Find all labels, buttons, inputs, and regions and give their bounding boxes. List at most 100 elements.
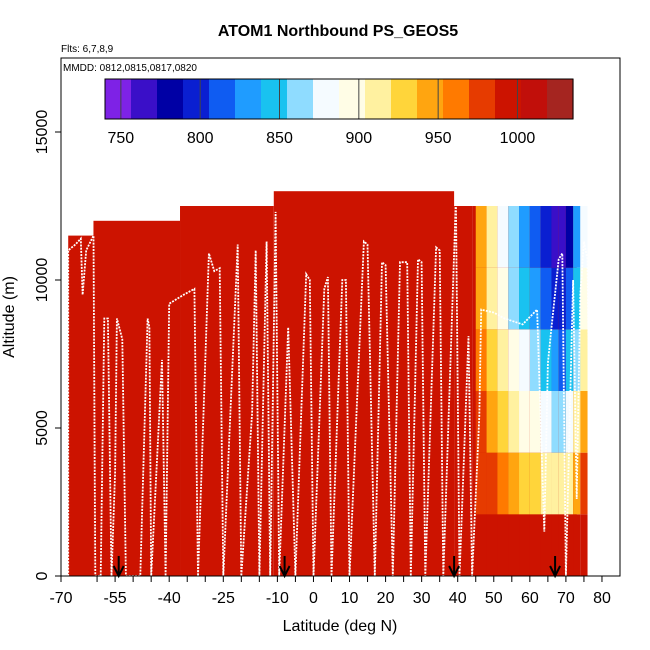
pressure-cell	[573, 391, 581, 453]
colorbar-swatch	[209, 79, 236, 119]
pressure-cell	[486, 391, 498, 453]
pressure-cell	[497, 329, 509, 391]
colorbar-swatch	[261, 79, 288, 119]
colorbar-tick-label: 800	[187, 130, 214, 147]
pressure-cell	[497, 514, 509, 576]
colorbar-tick-label: 950	[425, 130, 452, 147]
pressure-cell	[540, 267, 552, 330]
y-tick-label: 0	[34, 571, 51, 580]
pressure-cell	[565, 452, 574, 515]
pressure-cell	[558, 329, 566, 391]
colorbar-swatch	[183, 79, 210, 119]
pressure-cell	[580, 514, 588, 576]
x-tick-label: 70	[557, 590, 575, 607]
pressure-cell	[580, 329, 588, 391]
pressure-cell	[573, 329, 581, 391]
pressure-cell	[508, 267, 520, 330]
plot-frame	[60, 57, 621, 577]
pressure-cell	[497, 391, 509, 453]
x-tick-label: -40	[158, 590, 181, 607]
pressure-cell	[486, 329, 498, 391]
colorbar-swatch	[521, 79, 548, 119]
colorbar-tick-label: 850	[266, 130, 293, 147]
pressure-cell	[580, 391, 588, 453]
colorbar-frame	[104, 78, 574, 120]
x-tick-label: 50	[485, 590, 503, 607]
pressure-cell	[551, 206, 559, 268]
x-axis-label: Latitude (deg N)	[283, 618, 398, 635]
pressure-cell	[565, 206, 574, 268]
y-tick-label: 5000	[34, 410, 51, 446]
pressure-curtain	[68, 191, 588, 576]
pressure-cell	[558, 206, 566, 268]
pressure-cell	[529, 391, 541, 453]
pressure-cell	[519, 206, 530, 268]
pressure-cell	[558, 514, 566, 576]
flight-track-line	[67, 200, 592, 576]
pressure-cell	[529, 452, 541, 515]
pressure-cell	[529, 514, 541, 576]
pressure-cell	[551, 452, 559, 515]
x-tick-label: -70	[49, 590, 72, 607]
colorbar-swatch	[313, 79, 340, 119]
colorbar-swatch	[391, 79, 418, 119]
pressure-cell	[508, 452, 520, 515]
pressure-cell	[565, 391, 574, 453]
pressure-cell	[475, 206, 487, 268]
dates-subtitle: MMDD: 0812,0815,0817,0820	[63, 63, 197, 74]
pressure-cell	[573, 206, 581, 268]
pressure-cell	[529, 206, 541, 268]
pressure-cell	[565, 514, 574, 576]
colorbar-swatch	[235, 79, 262, 119]
colorbar-swatch	[547, 79, 574, 119]
colorbar-swatch	[339, 79, 366, 119]
pressure-cell	[475, 452, 487, 515]
pressure-cell	[486, 206, 498, 268]
colorbar-swatch	[365, 79, 392, 119]
pressure-cell	[475, 267, 487, 330]
pressure-cell	[580, 267, 588, 330]
curtain-block	[68, 235, 94, 576]
colorbar-swatch	[105, 79, 132, 119]
pressure-cell	[573, 267, 581, 330]
colorbar-tick-label: 1000	[500, 130, 536, 147]
y-axis: 0 5000 10000 15000	[34, 110, 61, 580]
x-tick-label: 40	[449, 590, 467, 607]
pressure-cell	[558, 391, 566, 453]
colorbar: 750 800 850 900 950 1000	[104, 78, 574, 147]
y-tick-label: 15000	[34, 110, 51, 155]
flights-subtitle: Flts: 6,7,8,9	[61, 44, 114, 55]
pressure-cell	[565, 329, 574, 391]
colorbar-tick-label: 750	[108, 130, 135, 147]
pressure-cell	[475, 391, 487, 453]
pressure-cell	[573, 514, 581, 576]
pressure-cell	[540, 206, 552, 268]
pressure-cell	[486, 452, 498, 515]
pressure-cell	[580, 452, 588, 515]
chart-title: ATOM1 Northbound PS_GEOS5	[218, 23, 458, 40]
x-tick-label: 30	[413, 590, 431, 607]
pressure-cell	[486, 514, 498, 576]
pressure-cell	[519, 329, 530, 391]
x-tick-label: -25	[212, 590, 235, 607]
colorbar-swatch	[469, 79, 496, 119]
y-tick-label: 10000	[34, 258, 51, 303]
pressure-cell	[475, 514, 487, 576]
pressure-cell	[497, 206, 509, 268]
pressure-cell	[580, 206, 588, 268]
flight-track	[67, 200, 592, 576]
pressure-cell	[475, 329, 487, 391]
pressure-cell	[519, 267, 530, 330]
pressure-cell	[540, 514, 552, 576]
colorbar-swatch	[443, 79, 470, 119]
pressure-cell	[529, 267, 541, 330]
x-tick-label: 60	[521, 590, 539, 607]
x-axis: -70 -55 -40 -25 -10 0 10 20 30 40 50 60 70 80	[49, 576, 611, 607]
pressure-cell	[551, 514, 559, 576]
pressure-cell	[497, 267, 509, 330]
pressure-cell	[519, 452, 530, 515]
colorbar-swatch	[131, 79, 158, 119]
pressure-cell	[519, 514, 530, 576]
x-tick-label: 80	[593, 590, 611, 607]
